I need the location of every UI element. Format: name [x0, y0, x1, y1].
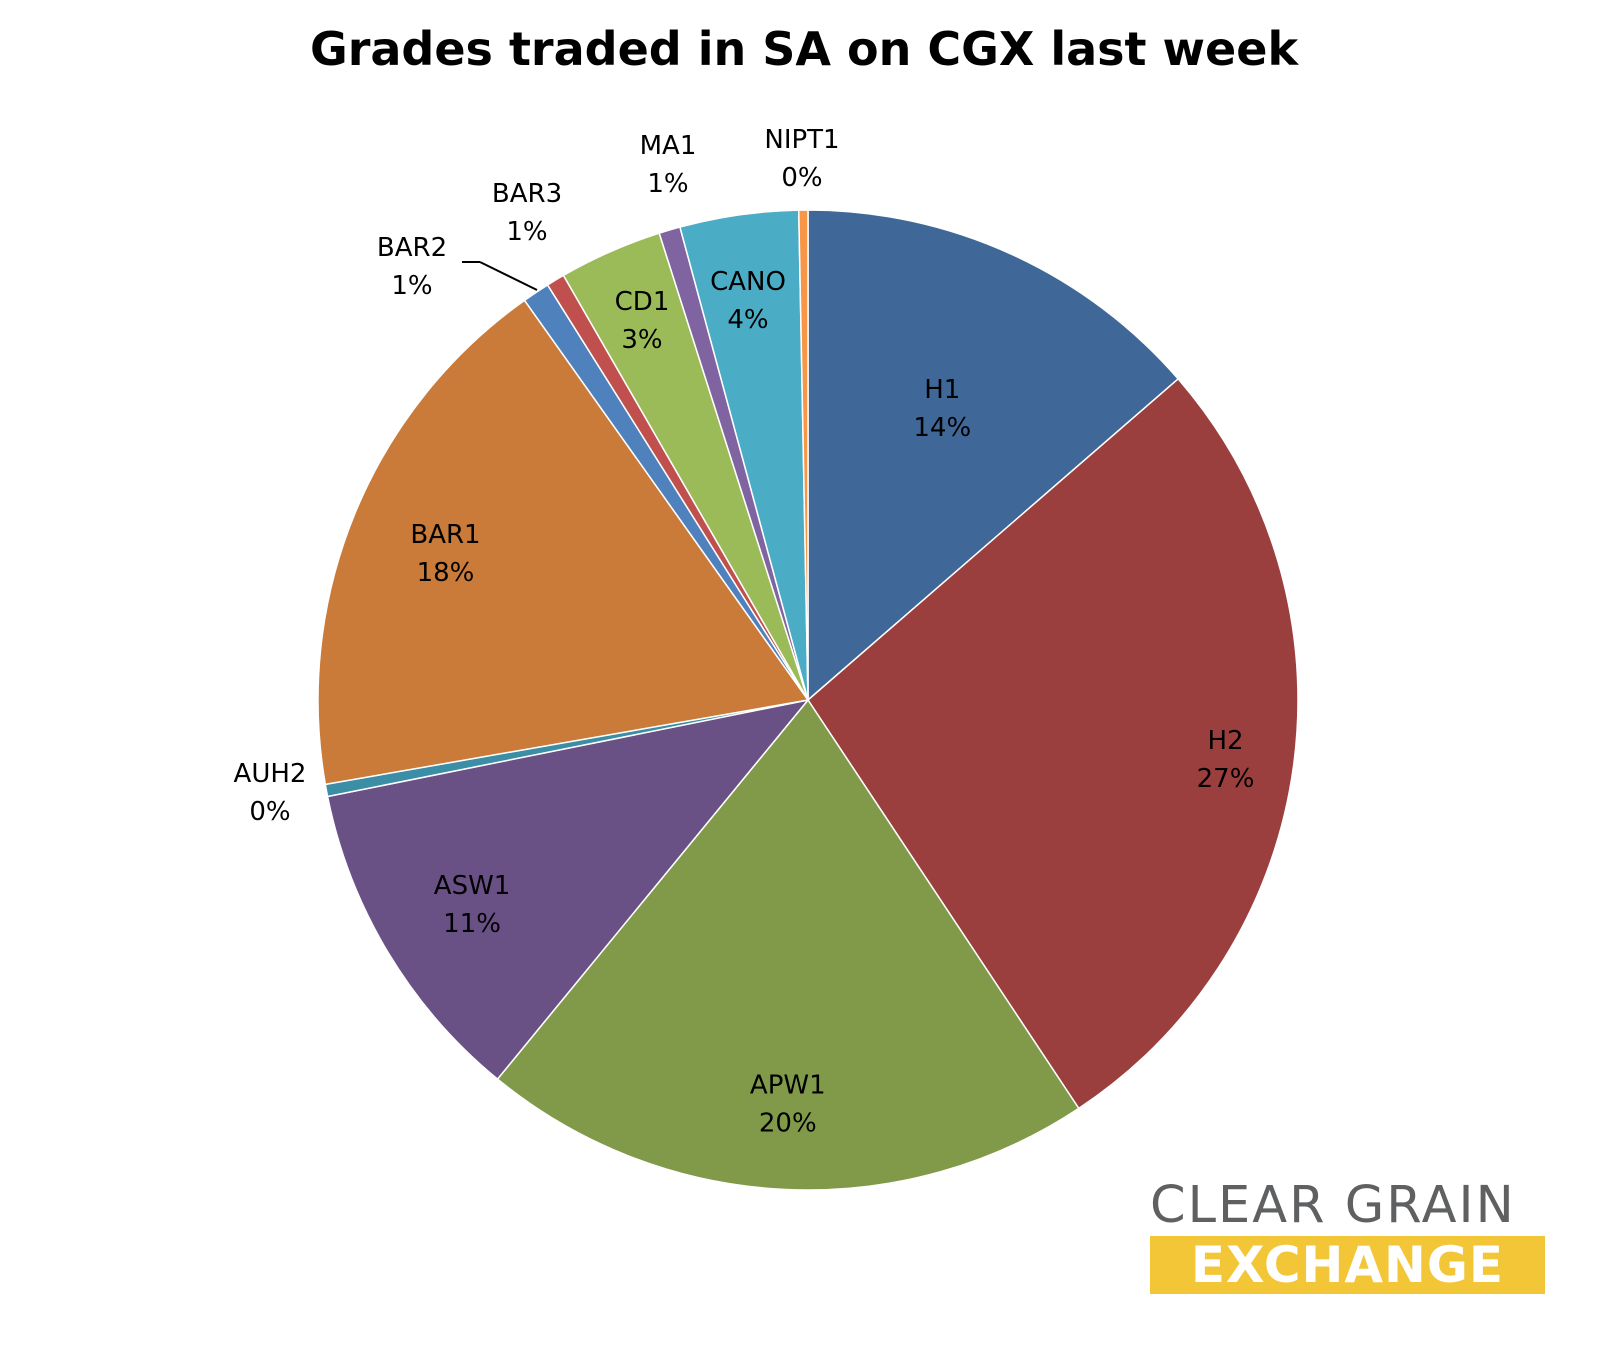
slice-label-pct-h1: 14% [913, 413, 971, 443]
slice-label-name-cano: CANO [710, 267, 786, 297]
pie-slice-bar1 [317, 299, 810, 786]
slice-label-pct-bar2: 1% [391, 271, 432, 301]
slice-label-name-h2: H2 [1207, 726, 1243, 756]
slice-label-name-bar2: BAR2 [377, 233, 447, 263]
slice-label-name-bar3: BAR3 [492, 179, 562, 209]
slice-label-name-apw1: APW1 [750, 1070, 826, 1100]
slice-label-name-bar1: BAR1 [410, 520, 480, 550]
logo-line2: EXCHANGE [1150, 1236, 1545, 1294]
pie-slice-h1 [807, 209, 1180, 702]
logo-line1: CLEAR GRAIN [1150, 1176, 1516, 1235]
clear-grain-exchange-logo: CLEAR GRAIN EXCHANGE [1150, 1178, 1545, 1294]
slice-label-name-h1: H1 [924, 375, 960, 405]
slice-label-pct-auh2: 0% [249, 797, 290, 827]
slice-label-name-auh2: AUH2 [234, 759, 307, 789]
pie-slice-nipt1 [797, 209, 809, 701]
slice-label-name-ma1: MA1 [640, 131, 697, 161]
pie-slice-apw1 [496, 698, 1080, 1191]
slice-labels: H1 14% H2 27% APW1 20% ASW1 11% AUH2 0% BAR1 18% BAR… [234, 125, 1255, 1138]
slice-label-pct-ma1: 1% [647, 169, 688, 199]
slice-label-pct-nipt1: 0% [781, 163, 822, 193]
slice-label-pct-cd1: 3% [621, 325, 662, 355]
slice-label-name-nipt1: NIPT1 [764, 125, 839, 155]
slice-label-name-asw1: ASW1 [434, 871, 511, 901]
slice-label-pct-cano: 4% [727, 305, 768, 335]
pie-slices [317, 209, 1299, 1191]
pie-slice-h2 [807, 377, 1299, 1110]
pie-slice-asw1 [326, 698, 810, 1081]
slice-label-pct-asw1: 11% [443, 909, 501, 939]
slice-label-pct-h2: 27% [1197, 764, 1255, 794]
bar2-leader-line-diag [479, 261, 538, 291]
chart-title: Grades traded in SA on CGX last week [309, 22, 1299, 76]
slice-label-pct-bar1: 18% [417, 558, 475, 588]
slice-label-pct-bar3: 1% [506, 217, 547, 247]
slice-label-pct-apw1: 20% [759, 1108, 817, 1138]
slice-label-name-cd1: CD1 [615, 287, 670, 317]
